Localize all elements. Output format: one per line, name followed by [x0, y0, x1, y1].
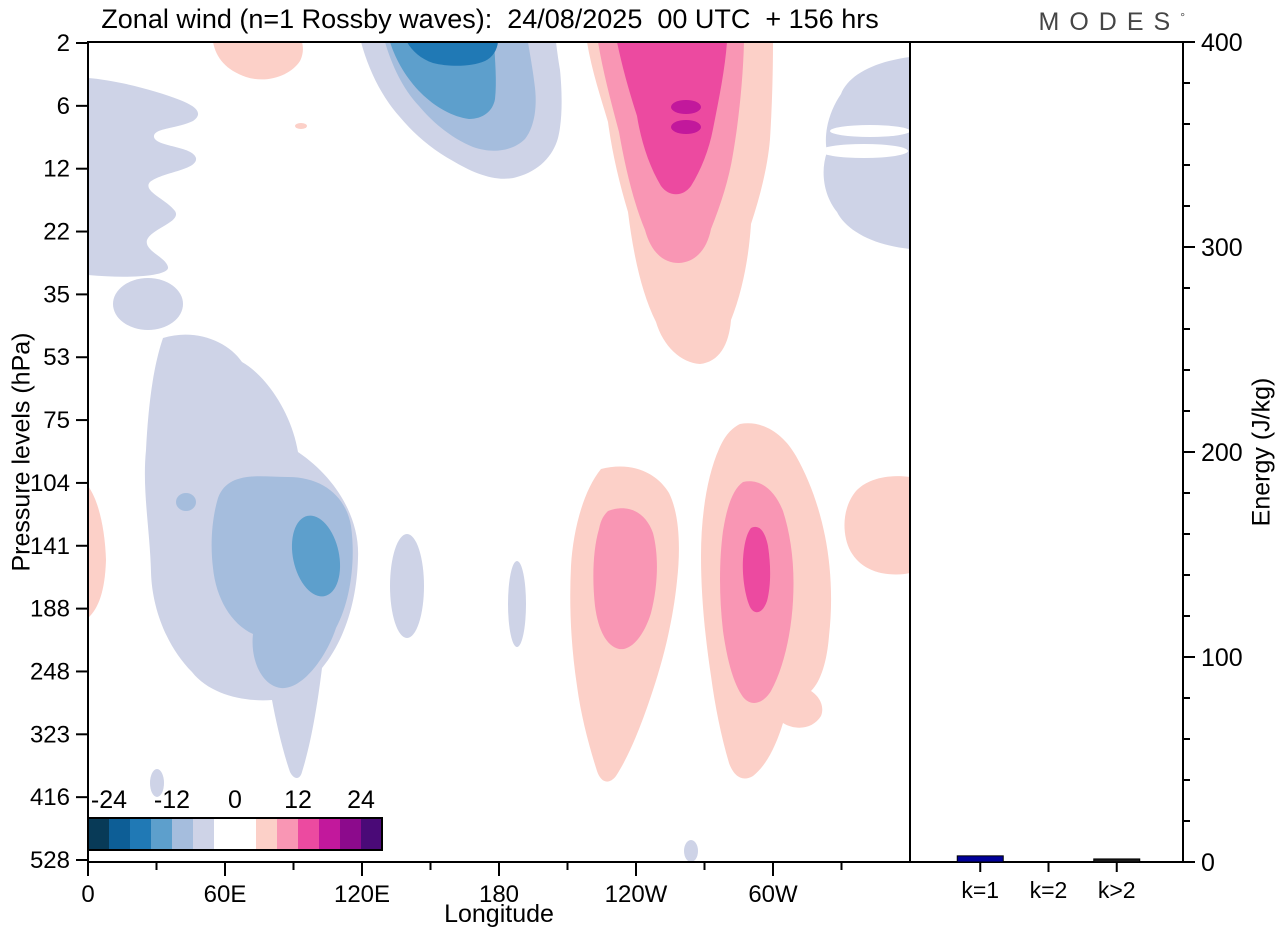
colorbar-border [87, 817, 383, 851]
pressure-tick-label: 323 [30, 721, 70, 748]
colorbar-segment [130, 818, 151, 850]
contour-region-right-edge-pink [844, 476, 910, 575]
pressure-tick-label: 188 [30, 596, 70, 623]
contour-region-left-edge-pink [88, 486, 106, 618]
colorbar-tick-label: -24 [91, 786, 127, 814]
contour-region-pink-a-core [593, 508, 657, 650]
contour-region-top-pink-blob [213, 42, 303, 80]
longitude-tick-label: 60W [748, 881, 798, 908]
longitude-tick-label: 180 [479, 881, 519, 908]
energy-tick-label: 300 [1201, 234, 1243, 262]
energy-tick-label: 200 [1201, 439, 1243, 467]
pressure-tick-label: 12 [43, 156, 70, 183]
pressure-tick-label: 2 [57, 30, 70, 57]
k-tick-label: k=2 [1030, 877, 1068, 903]
x-axis-title-longitude: Longitude [444, 900, 554, 928]
longitude-tick-label: 120W [605, 881, 668, 908]
contour-regions [88, 42, 910, 862]
modes-logo-degree: ° [1180, 10, 1185, 24]
contour-region-left-blue-core [291, 515, 341, 597]
colorbar-segment [361, 818, 382, 850]
modes-logo-text: MODES [1038, 8, 1181, 36]
contour-region-pink-b-core [742, 526, 771, 613]
colorbar-segment [109, 818, 130, 850]
contour-region-lavender-dot-1 [150, 769, 164, 797]
contour-region-left-lavender-knob [113, 278, 183, 330]
energy-tick-label: 400 [1201, 29, 1243, 57]
figure-title: Zonal wind (n=1 Rossby waves): 24/08/202… [101, 4, 879, 34]
energy-bar-k=1 [956, 855, 1004, 863]
energy-tick-label: 100 [1201, 644, 1243, 672]
colorbar-tick-label: -12 [154, 786, 190, 814]
longitude-tick-label: 0 [81, 881, 94, 908]
pressure-tick-label: 22 [43, 219, 70, 246]
colorbar-tick-label: 12 [284, 786, 312, 814]
contour-region-lavender-dot-2 [684, 840, 698, 862]
contour-region-topright-white-slit-2 [820, 144, 908, 158]
colorbar-tick-label: 0 [228, 786, 242, 814]
contour-region-pink-speck [295, 123, 307, 129]
k-tick-label: k>2 [1098, 877, 1136, 903]
pressure-tick-label: 104 [30, 470, 70, 497]
contour-region-left-steel-dot [176, 493, 196, 511]
colorbar-segment [214, 818, 256, 850]
longitude-tick-label: 120E [334, 881, 390, 908]
contour-region-magenta-column-core [617, 42, 727, 195]
colorbar-segment [256, 818, 277, 850]
energy-bar-k>2 [1093, 858, 1141, 863]
pressure-tick-label: 416 [30, 784, 70, 811]
contour-region-lavender-ellipse-2 [508, 561, 526, 647]
modes-logo: MODES° [1039, 8, 1186, 37]
pressure-tick-label: 35 [43, 281, 70, 308]
colorbar-segment [193, 818, 214, 850]
pressure-tick-label: 248 [30, 658, 70, 685]
contour-region-lavender-ellipse-1 [390, 534, 424, 638]
colorbar-segment [340, 818, 361, 850]
colorbar-segment [172, 818, 193, 850]
pressure-tick-label: 528 [30, 847, 70, 874]
pressure-tick-label: 53 [43, 344, 70, 371]
pressure-tick-label: 6 [57, 93, 70, 120]
energy-tick-label: 0 [1201, 849, 1215, 877]
k-tick-label: k=1 [961, 877, 999, 903]
colorbar-segment [298, 818, 319, 850]
colorbar-tick-label: 24 [347, 786, 375, 814]
colorbar-segment [151, 818, 172, 850]
contour-region-top-blue-core [407, 42, 498, 66]
colorbar-segment [319, 818, 340, 850]
longitude-tick-label: 60E [204, 881, 247, 908]
pressure-tick-label: 141 [30, 533, 70, 560]
colorbar-segment [88, 818, 109, 850]
pressure-tick-label: 75 [43, 407, 70, 434]
contour-region-topright-white-slit-1 [830, 125, 910, 137]
contour-region-magenta-eye-2 [671, 120, 701, 134]
colorbar-segment [277, 818, 298, 850]
contour-region-left-lavender-band [88, 78, 199, 277]
contour-region-magenta-eye-1 [671, 100, 701, 114]
